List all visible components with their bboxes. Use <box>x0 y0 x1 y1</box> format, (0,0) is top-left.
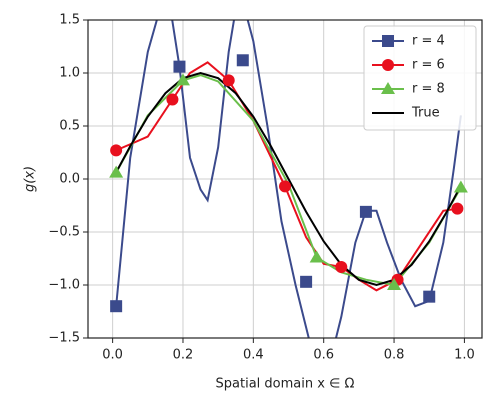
legend-label: r = 8 <box>412 82 445 97</box>
y-tick-label: −0.5 <box>48 225 80 240</box>
legend-label: r = 6 <box>412 58 445 73</box>
legend-box <box>363 25 477 131</box>
series-line <box>115 20 462 338</box>
plot-area <box>109 20 468 338</box>
marker <box>173 60 186 73</box>
legend-label: r = 4 <box>412 34 445 49</box>
marker <box>166 93 179 106</box>
marker <box>382 59 394 71</box>
marker <box>279 180 291 193</box>
x-tick-label: 0.4 <box>243 348 264 363</box>
y-tick-label: −1.5 <box>48 331 80 346</box>
y-tick-label: 0.5 <box>59 119 80 134</box>
marker <box>451 202 464 215</box>
marker <box>236 54 249 67</box>
y-tick-label: 1.0 <box>59 66 80 81</box>
y-axis-label: g(x) <box>23 166 38 192</box>
legend-label: True <box>411 106 440 121</box>
y-tick-label: 1.5 <box>59 13 80 28</box>
x-tick-label: 0.0 <box>102 348 123 363</box>
marker <box>175 73 190 86</box>
marker <box>222 74 235 87</box>
marker <box>382 35 394 47</box>
x-tick-label: 0.8 <box>384 348 405 363</box>
marker <box>335 260 348 273</box>
plot-frame <box>87 19 483 339</box>
x-axis-label: Spatial domain x ∈ Ω <box>216 377 355 392</box>
marker <box>381 82 395 94</box>
x-tick-label: 1.0 <box>454 348 475 363</box>
marker <box>110 300 123 313</box>
marker <box>109 165 124 178</box>
y-tick-label: 0.0 <box>59 172 80 187</box>
series-line <box>115 71 462 287</box>
marker <box>359 205 372 218</box>
marker <box>423 290 436 303</box>
x-tick-label: 0.6 <box>313 348 334 363</box>
y-tick-label: −1.0 <box>48 278 80 293</box>
marker <box>300 275 313 288</box>
marker <box>110 144 123 157</box>
x-tick-label: 0.2 <box>173 348 194 363</box>
marker <box>309 250 324 263</box>
marker <box>453 180 468 193</box>
marker <box>387 278 402 290</box>
